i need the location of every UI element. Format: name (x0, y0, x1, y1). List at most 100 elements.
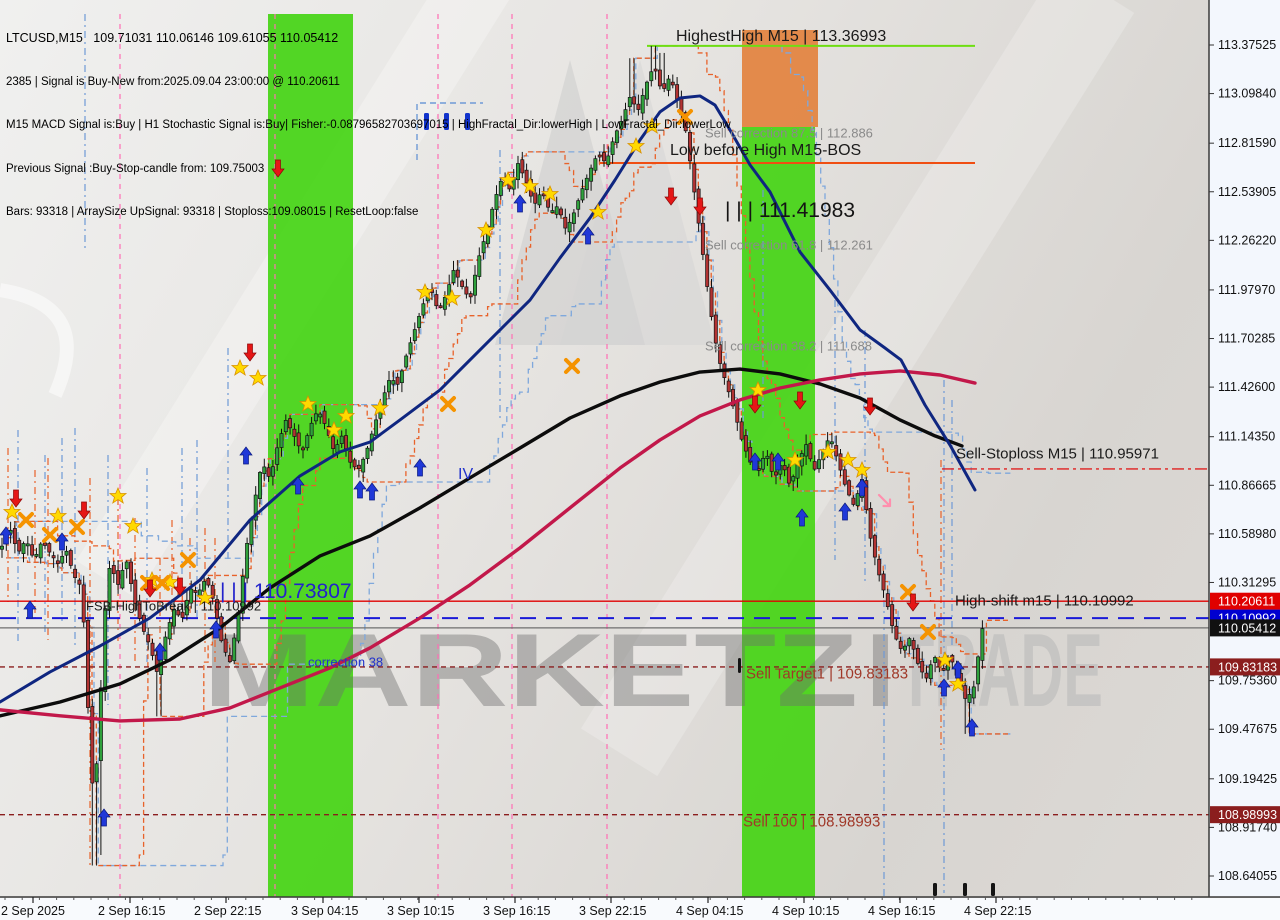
candlestick (180, 611, 185, 618)
candlestick (361, 458, 366, 473)
buy-arrow-icon (581, 226, 595, 245)
candlestick (387, 380, 391, 393)
time-axis-label: 2 Sep 22:15 (194, 904, 261, 918)
candlestick (477, 255, 482, 277)
candlestick (619, 121, 624, 130)
candlestick (344, 435, 348, 450)
price-badge (1210, 806, 1280, 824)
candlestick (150, 642, 155, 656)
candlestick (559, 208, 563, 216)
annotation-label[interactable]: correction 38 (308, 655, 383, 670)
annotation-label[interactable]: | | | 111.41983 (725, 199, 855, 222)
annotation-label[interactable]: HighestHigh M15 | 113.36993 (676, 28, 886, 45)
watermark-brand-mid: I (866, 613, 895, 729)
buy-arrow-icon (0, 526, 13, 545)
annotation-label[interactable]: Sell correction 38.2 | 111.688 (705, 339, 872, 354)
wave-I-marker (738, 658, 741, 673)
buy-arrow-icon (23, 600, 37, 619)
annotation-label[interactable]: Low before High M15-BOS (670, 142, 861, 159)
candlestick (963, 685, 968, 699)
sell-arrow-icon (271, 159, 285, 178)
candlestick (524, 169, 529, 184)
candlestick (933, 657, 938, 663)
wave-bottom-marker (933, 883, 937, 896)
x-cross-icon (564, 358, 580, 374)
ma-black (0, 367, 964, 718)
star-signal-icon (248, 368, 268, 386)
candlestick (81, 584, 86, 623)
candlestick (597, 154, 602, 158)
annotation-label[interactable]: Sell-Stoploss M15 | 110.95971 (956, 445, 1159, 462)
annotation-label[interactable]: High-shift m15 | 110.10992 (955, 592, 1134, 609)
candlestick (842, 469, 847, 485)
candlestick (455, 269, 460, 278)
candlestick (494, 194, 499, 210)
candlestick (877, 558, 882, 576)
price-axis-label: 108.91740 (1218, 820, 1277, 834)
annotation-label[interactable]: | | | 110.73807 (220, 580, 352, 603)
candlestick (498, 180, 503, 196)
star-signal-icon (442, 288, 462, 306)
candlestick (167, 622, 172, 640)
time-axis-label: 3 Sep 22:15 (579, 904, 646, 918)
annotation-label[interactable]: Sell 100 | 108.98993 (743, 813, 880, 830)
candlestick (21, 543, 26, 554)
candlestick (640, 95, 645, 114)
candlestick (382, 392, 387, 407)
buy-arrow-icon (239, 446, 253, 465)
annotation-label[interactable]: Sell correction 61.8 | 112.261 (705, 238, 873, 253)
star-signal-icon (838, 450, 858, 468)
annotation-label[interactable]: Sell correction 87.5 | 112.886 (705, 126, 873, 141)
candlestick (829, 441, 834, 445)
price-axis-label: 109.47675 (1218, 722, 1277, 736)
candlestick (881, 573, 886, 591)
candlestick (911, 640, 916, 650)
signal-zone-1[interactable] (268, 14, 353, 897)
horizontal-levels (0, 44, 1209, 816)
star-signal-icon (415, 282, 435, 300)
candlestick (670, 81, 675, 86)
candlestick (365, 447, 370, 460)
x-cross-icon (42, 527, 58, 543)
star-signal-icon (785, 450, 805, 468)
candlestick (584, 177, 589, 191)
price-badge-label: 109.83183 (1218, 660, 1277, 674)
x-stroke (564, 358, 580, 374)
annotation-label[interactable]: Sell Target1 | 109.83183 (746, 665, 908, 682)
x-cross-icon (69, 519, 85, 535)
price-badge-label: 110.20611 (1218, 595, 1275, 609)
candlestick (735, 401, 740, 423)
buy-arrow-icon (855, 478, 869, 497)
buy-arrow-icon (413, 458, 427, 477)
candlestick (571, 212, 576, 224)
candlestick (154, 654, 159, 672)
candlestick (743, 435, 748, 452)
candlestick (292, 428, 297, 437)
light-swoosh (0, 283, 74, 398)
sell-arrow-icon (664, 187, 678, 206)
annotation-label[interactable]: FSB-HighToBreak | 110.10992 (86, 599, 261, 614)
candlestick (468, 293, 473, 298)
candlestick (124, 561, 129, 570)
indicator-status-line: M15 MACD Signal is:Buy | H1 Stochastic S… (6, 119, 731, 131)
candlestick (653, 68, 658, 72)
candlestick (103, 608, 108, 693)
candlestick (412, 329, 417, 342)
candlestick (713, 314, 718, 344)
price-axis[interactable] (1209, 0, 1280, 897)
candlestick (838, 453, 843, 471)
candlestick (967, 694, 972, 703)
candlestick (817, 459, 821, 470)
price-axis-label: 112.26220 (1218, 233, 1276, 247)
price-axis-label: 112.81590 (1218, 136, 1276, 150)
time-axis[interactable] (0, 898, 1280, 920)
annotation-label[interactable]: IV (458, 466, 473, 483)
x-stroke (900, 584, 916, 600)
price-badge-label: 110.05412 (1218, 621, 1276, 635)
candlestick (705, 254, 710, 287)
watermark-text: MARKETZ I TRADE (203, 613, 1103, 729)
candlestick (718, 344, 723, 364)
candlestick (700, 222, 705, 255)
candlestick (313, 413, 318, 422)
